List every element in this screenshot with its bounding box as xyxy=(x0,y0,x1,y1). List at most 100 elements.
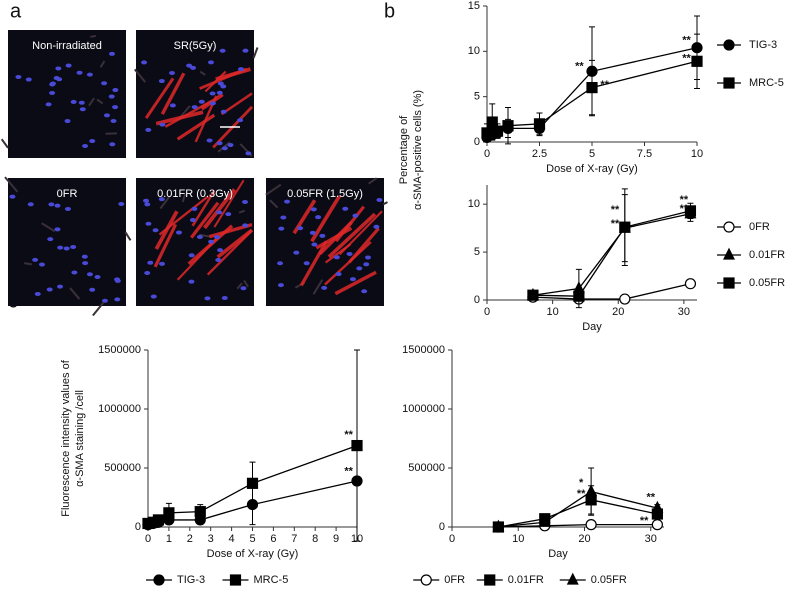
series-line xyxy=(498,490,658,528)
annotation: ** xyxy=(680,203,689,215)
actin-fiber xyxy=(324,241,372,286)
actin-fiber xyxy=(310,195,342,243)
fiber xyxy=(90,34,97,38)
panel-label: b xyxy=(384,0,395,22)
marker xyxy=(163,507,175,519)
marker xyxy=(684,205,697,217)
nucleus xyxy=(280,215,287,220)
series-line xyxy=(532,283,691,300)
nucleus xyxy=(57,284,64,289)
actin-fiber xyxy=(176,113,216,141)
actin-fiber xyxy=(153,223,178,268)
nucleus xyxy=(297,226,304,231)
nucleus xyxy=(79,107,86,112)
x-axis-label: Dose of X-ray (Gy) xyxy=(207,548,299,560)
nucleus xyxy=(110,118,117,123)
micrographs: Non-irradiated SR(5Gy) 0FR 0.01FR (0.3Gy) 0.… xyxy=(0,30,388,317)
nucleus xyxy=(227,143,234,148)
legend-label: MRC-5 xyxy=(749,77,784,89)
x-tick-label: 20 xyxy=(578,533,590,545)
x-tick-label: 2 xyxy=(187,533,193,545)
x-axis-label: Day xyxy=(582,321,602,333)
fiber xyxy=(124,231,132,241)
nucleus xyxy=(112,88,119,93)
nucleus xyxy=(206,138,213,143)
marker xyxy=(651,500,664,513)
actin-fiber xyxy=(144,77,175,119)
x-tick-label: 5 xyxy=(249,533,255,545)
annotation: ** xyxy=(611,218,620,230)
y-tick-label: 0 xyxy=(474,294,480,306)
nucleus xyxy=(242,48,249,53)
nucleus xyxy=(191,105,198,110)
y-tick-label: 5 xyxy=(474,91,480,103)
legend-label: 0.05FR xyxy=(591,574,627,586)
fiber xyxy=(243,279,249,288)
marker xyxy=(492,519,505,532)
nucleus xyxy=(278,226,285,231)
x-tick-label: 30 xyxy=(645,533,657,545)
x-axis-label: Day xyxy=(548,548,568,560)
nucleus xyxy=(112,105,119,110)
nucleus xyxy=(214,235,221,240)
nucleus xyxy=(365,255,372,260)
actin-fiber xyxy=(203,188,237,230)
nucleus xyxy=(335,272,342,277)
nucleus xyxy=(81,254,88,259)
actin-fiber xyxy=(213,179,245,228)
series-line xyxy=(498,499,658,528)
legend-marker xyxy=(723,77,735,89)
nucleus xyxy=(216,90,223,95)
nucleus xyxy=(169,103,176,108)
annotation: ** xyxy=(611,204,620,216)
nucleus xyxy=(346,251,353,256)
marker xyxy=(619,293,631,305)
nucleus xyxy=(242,223,249,228)
marker xyxy=(651,519,663,531)
fiber xyxy=(69,287,81,300)
series-line xyxy=(498,523,658,528)
image-label: Non-irradiated xyxy=(32,40,102,52)
fiber xyxy=(88,97,95,107)
marker xyxy=(619,221,631,233)
nucleus xyxy=(32,257,39,262)
y-tick-label: 15 xyxy=(468,0,480,12)
fiber xyxy=(134,68,146,83)
x-tick-label: 10 xyxy=(512,533,524,545)
legend-marker xyxy=(484,574,496,586)
nucleus xyxy=(103,113,110,118)
x-tick-label: 10 xyxy=(691,148,703,160)
nucleus xyxy=(143,198,150,203)
actin-fiber xyxy=(324,243,352,264)
marker xyxy=(351,439,363,452)
legend-marker xyxy=(723,39,735,51)
nucleus xyxy=(217,248,224,253)
nucleus xyxy=(63,246,70,251)
fiber xyxy=(4,176,19,193)
x-tick-label: 1 xyxy=(166,533,172,545)
nucleus xyxy=(175,230,182,235)
nucleus xyxy=(284,199,291,204)
fiber xyxy=(92,302,105,317)
actin-fiber xyxy=(334,205,366,243)
marker xyxy=(527,289,539,301)
nucleus xyxy=(277,283,284,288)
fiber xyxy=(312,279,324,295)
nucleus xyxy=(188,253,195,258)
nucleus xyxy=(361,289,368,294)
nucleus xyxy=(141,60,148,65)
marker xyxy=(684,278,697,290)
y-tick-label: 1000000 xyxy=(98,403,141,415)
fiber xyxy=(41,222,56,233)
y-axis-label: Fluorescence intensity values of xyxy=(60,359,72,516)
marker xyxy=(585,484,598,497)
image-label: 0.01FR (0.3Gy) xyxy=(157,188,233,200)
nucleus xyxy=(159,261,166,266)
nucleus xyxy=(207,60,214,65)
x-tick-label: 2.5 xyxy=(532,148,547,160)
x-tick-label: 7 xyxy=(291,533,297,545)
y-tick-label: 1000000 xyxy=(402,403,445,415)
y-tick-label: 10 xyxy=(468,198,480,210)
